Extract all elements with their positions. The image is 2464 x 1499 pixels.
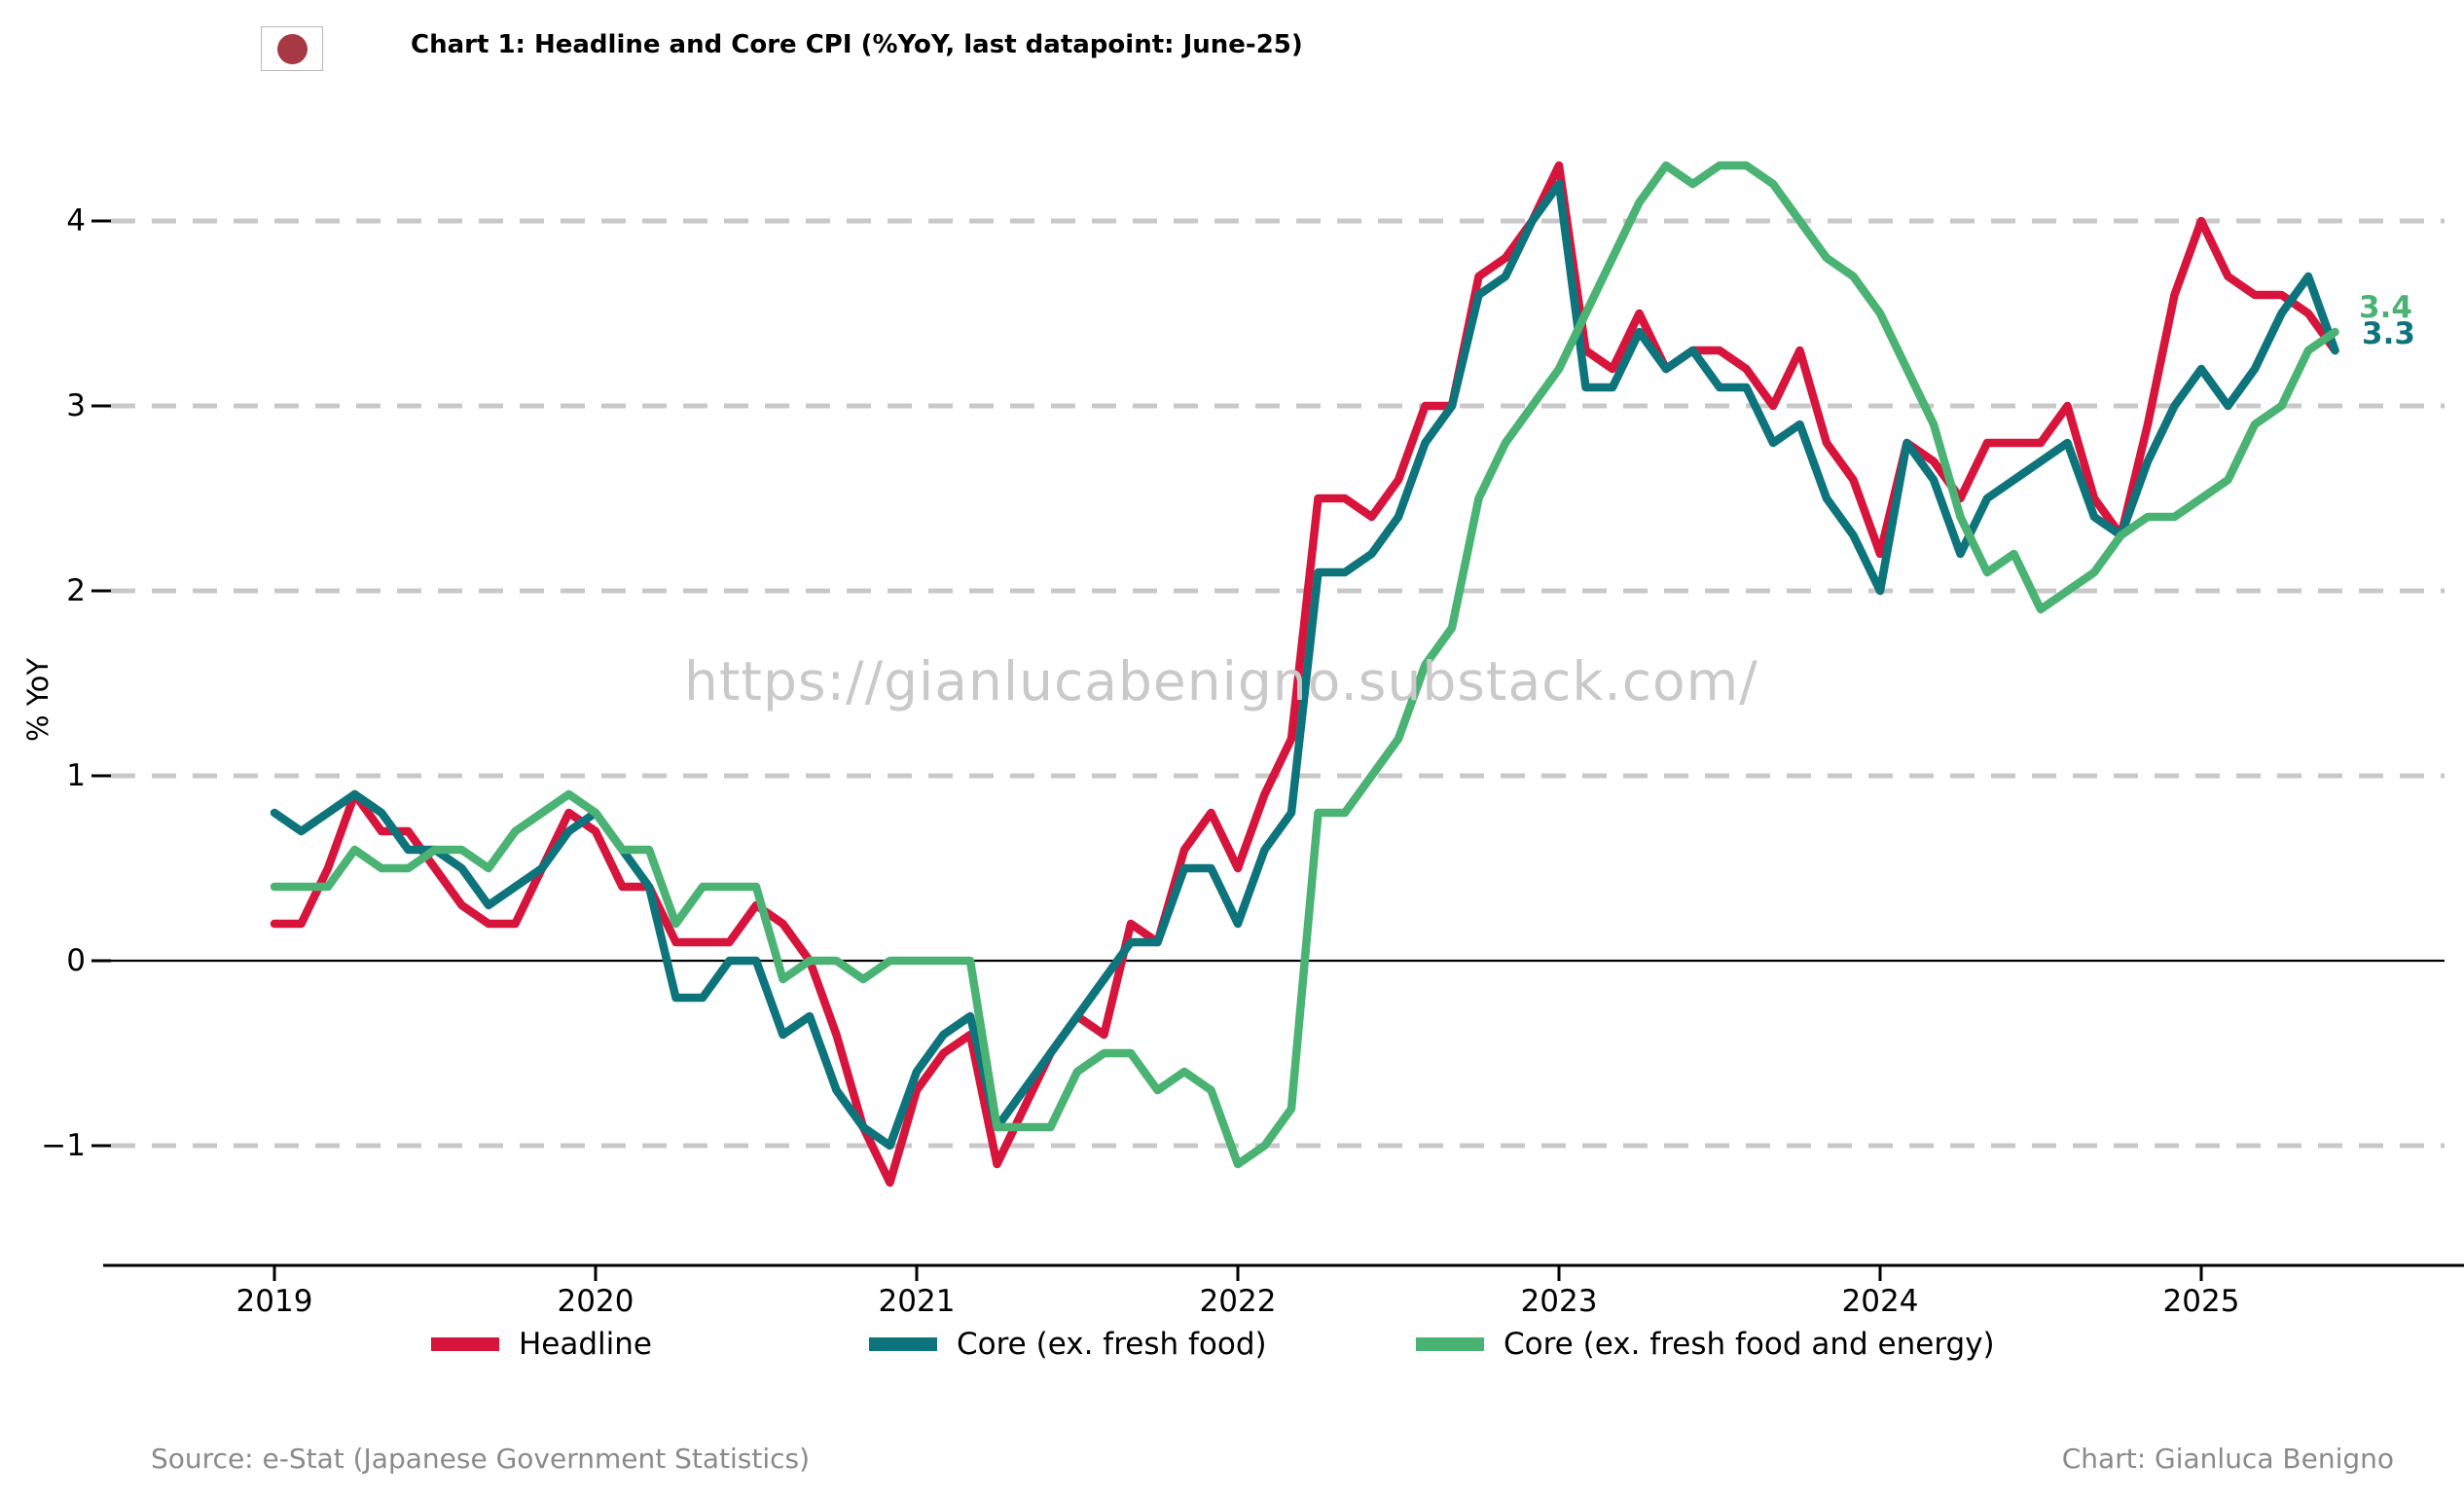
legend-label-headline: Headline <box>519 1327 653 1362</box>
source-credit: Source: e-Stat (Japanese Government Stat… <box>151 1443 811 1475</box>
y-tick-neg1: −1 <box>41 1128 86 1163</box>
x-tick-2023: 2023 <box>1520 1284 1598 1319</box>
y-tick-4: 4 <box>66 203 86 238</box>
x-tick-2022: 2022 <box>1199 1284 1277 1319</box>
legend-item-headline: Headline <box>431 1327 652 1362</box>
x-tick-2021: 2021 <box>878 1284 956 1319</box>
x-tick-2019: 2019 <box>236 1284 313 1319</box>
japan-flag-icon <box>261 26 323 71</box>
japan-flag-circle <box>276 33 308 64</box>
y-axis-label: % YoY <box>21 657 54 742</box>
core-swatch-icon <box>869 1337 937 1351</box>
legend-item-core-core: Core (ex. fresh food and energy) <box>1416 1327 1995 1362</box>
y-tick-2: 2 <box>66 573 86 608</box>
author-credit: Chart: Gianluca Benigno <box>2061 1443 2394 1475</box>
y-tick-0: 0 <box>66 943 86 978</box>
line-headline <box>270 161 2339 1188</box>
x-tick-2024: 2024 <box>1841 1284 1919 1319</box>
end-label-core-core: 3.4 <box>2359 290 2412 325</box>
x-tick-2020: 2020 <box>557 1284 634 1319</box>
legend-label-core: Core (ex. fresh food) <box>957 1327 1267 1362</box>
core-core-swatch-icon <box>1416 1337 1484 1351</box>
headline-swatch-icon <box>431 1337 499 1351</box>
x-tick-2025: 2025 <box>2162 1284 2240 1319</box>
line-core-ex-fresh-food-and-energy <box>270 161 2339 1169</box>
end-label-core: 3.3 <box>2362 316 2415 351</box>
legend-item-core: Core (ex. fresh food) <box>869 1327 1267 1362</box>
y-tick-1: 1 <box>66 758 86 793</box>
y-tick-3: 3 <box>66 388 86 423</box>
watermark-url: https://gianlucabenigno.substack.com/ <box>684 650 1758 713</box>
chart-title: Chart 1: Headline and Core CPI (%YoY, la… <box>411 30 1303 59</box>
legend-label-core-core: Core (ex. fresh food and energy) <box>1504 1327 1995 1362</box>
